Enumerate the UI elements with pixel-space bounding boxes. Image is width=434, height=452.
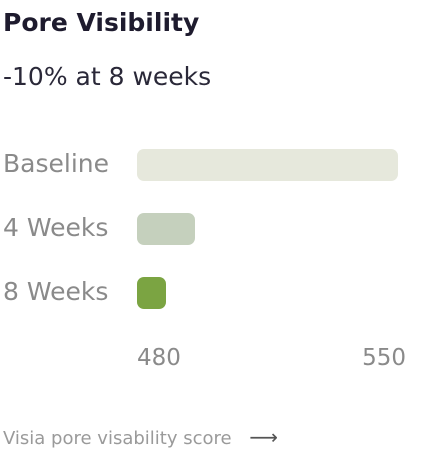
x-tick-label-480: 480 [137, 345, 181, 371]
category-label-8-weeks: 8 Weeks [3, 277, 108, 306]
chart-subtitle: -10% at 8 weeks [3, 62, 212, 91]
axis-caption-link[interactable]: Visia pore visability score ⟶ [3, 425, 278, 449]
bar-8-weeks [137, 277, 166, 309]
bar-4-weeks [137, 213, 195, 245]
bar-chart: Baseline 4 Weeks 8 Weeks 480 550 [3, 149, 406, 371]
bar-baseline [137, 149, 398, 181]
axis-caption: Visia pore visability score [3, 428, 232, 449]
right-arrow-icon: ⟶ [249, 425, 278, 449]
category-label-baseline: Baseline [3, 149, 109, 178]
category-label-4-weeks: 4 Weeks [3, 213, 108, 242]
chart-title: Pore Visibility [3, 8, 200, 37]
x-tick-label-550: 550 [362, 345, 406, 371]
